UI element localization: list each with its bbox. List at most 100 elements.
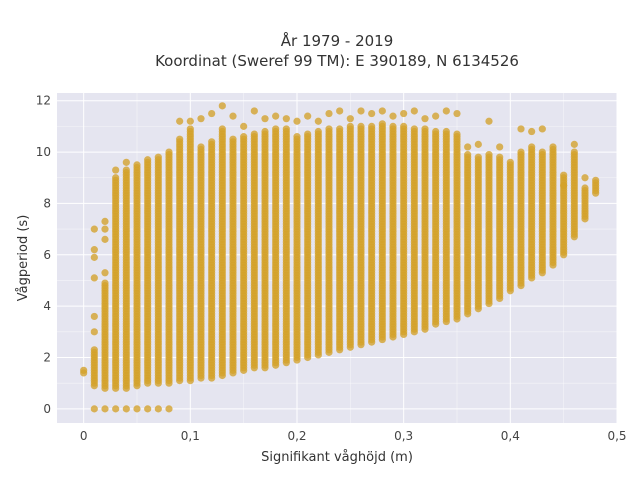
- scatter-column: [378, 107, 386, 344]
- scatter-point: [90, 346, 98, 354]
- scatter-point: [368, 109, 376, 118]
- scatter-point: [432, 112, 440, 120]
- scatter-point: [517, 148, 525, 156]
- scatter-column: [229, 112, 237, 377]
- scatter-point: [378, 107, 386, 115]
- scatter-point: [90, 274, 98, 282]
- x-tick-label: 0: [80, 429, 88, 443]
- scatter-point: [101, 279, 109, 287]
- scatter-point: [80, 366, 88, 374]
- scatter-column: [122, 158, 130, 413]
- scatter-point: [336, 125, 344, 133]
- scatter-point: [90, 405, 98, 413]
- scatter-point: [549, 143, 557, 151]
- scatter-column: [186, 117, 194, 385]
- scatter-point: [282, 115, 290, 123]
- scatter-point: [176, 135, 184, 143]
- scatter-point: [122, 158, 130, 166]
- scatter-column: [208, 109, 216, 382]
- scatter-point: [528, 143, 536, 151]
- scatter-column: [570, 140, 578, 241]
- scatter-point: [293, 117, 301, 125]
- scatter-column: [538, 125, 546, 277]
- scatter-column: [176, 117, 184, 385]
- x-tick-label: 0,5: [607, 429, 626, 443]
- scatter-point: [208, 109, 216, 118]
- scatter-point: [410, 125, 418, 133]
- scatter-point: [229, 135, 237, 143]
- scatter-point: [101, 225, 109, 233]
- x-tick-label: 0,3: [394, 429, 413, 443]
- scatter-column: [282, 115, 290, 367]
- scatter-column: [442, 107, 450, 326]
- y-tick-label: 6: [43, 248, 51, 262]
- scatter-point: [389, 122, 397, 130]
- scatter-column: [80, 366, 88, 377]
- scatter-point: [314, 117, 322, 125]
- scatter-point: [570, 148, 578, 156]
- scatter-point: [144, 405, 152, 413]
- scatter-point: [538, 125, 546, 133]
- scatter-point: [208, 138, 216, 146]
- scatter-point: [240, 122, 248, 130]
- scatter-point: [496, 153, 504, 161]
- scatter-point: [325, 125, 333, 133]
- scatter-column: [528, 127, 536, 282]
- scatter-point: [464, 143, 472, 151]
- scatter-point: [112, 405, 120, 413]
- scatter-point: [90, 328, 98, 336]
- scatter-point: [133, 161, 141, 169]
- y-tick-label: 12: [36, 94, 51, 108]
- scatter-column: [336, 107, 344, 354]
- y-axis-ticks: 0 2 4 6 8 10 12: [36, 94, 51, 416]
- scatter-column: [464, 143, 472, 318]
- scatter-column: [112, 166, 120, 413]
- scatter-point: [357, 107, 365, 115]
- scatter-point: [346, 122, 354, 130]
- scatter-column: [517, 125, 525, 290]
- scatter-point: [101, 235, 109, 243]
- scatter-point: [186, 125, 194, 133]
- scatter-point: [346, 115, 354, 123]
- scatter-point: [250, 107, 258, 115]
- scatter-column: [389, 112, 397, 341]
- scatter-point: [282, 125, 290, 133]
- scatter-point: [421, 115, 429, 123]
- scatter-point: [325, 109, 333, 118]
- scatter-column: [314, 117, 322, 359]
- x-axis-ticks: 0 0,1 0,2 0,3 0,4 0,5: [80, 429, 627, 443]
- scatter-point: [442, 107, 450, 115]
- chart-title-line-1: År 1979 - 2019: [281, 31, 394, 50]
- chart-title-line-2: Koordinat (Sweref 99 TM): E 390189, N 61…: [155, 52, 519, 70]
- y-tick-label: 8: [43, 196, 51, 210]
- scatter-point: [90, 225, 98, 233]
- scatter-point: [122, 405, 130, 413]
- scatter-column: [453, 109, 461, 323]
- x-axis-title: Signifikant våghöjd (m): [261, 450, 413, 465]
- scatter-point: [506, 158, 514, 166]
- scatter-column: [400, 109, 408, 338]
- scatter-point: [378, 120, 386, 128]
- scatter-point: [218, 102, 226, 110]
- scatter-point: [485, 151, 493, 159]
- scatter-point: [197, 143, 205, 151]
- scatter-column: [325, 109, 333, 356]
- scatter-point: [474, 140, 482, 148]
- scatter-point: [229, 112, 237, 120]
- y-tick-label: 4: [43, 299, 51, 313]
- scatter-column: [410, 107, 418, 336]
- scatter-point: [176, 117, 184, 125]
- scatter-point: [432, 127, 440, 136]
- scatter-column: [250, 107, 258, 372]
- x-tick-label: 0,2: [287, 429, 306, 443]
- scatter-point: [101, 217, 109, 225]
- scatter-column: [485, 117, 493, 308]
- scatter-column: [592, 176, 600, 197]
- scatter-point: [304, 130, 312, 138]
- scatter-column: [197, 115, 205, 382]
- y-tick-label: 10: [36, 145, 51, 159]
- scatter-column: [304, 112, 312, 362]
- y-axis-title: Vågperiod (s): [16, 215, 31, 302]
- scatter-point: [272, 112, 280, 120]
